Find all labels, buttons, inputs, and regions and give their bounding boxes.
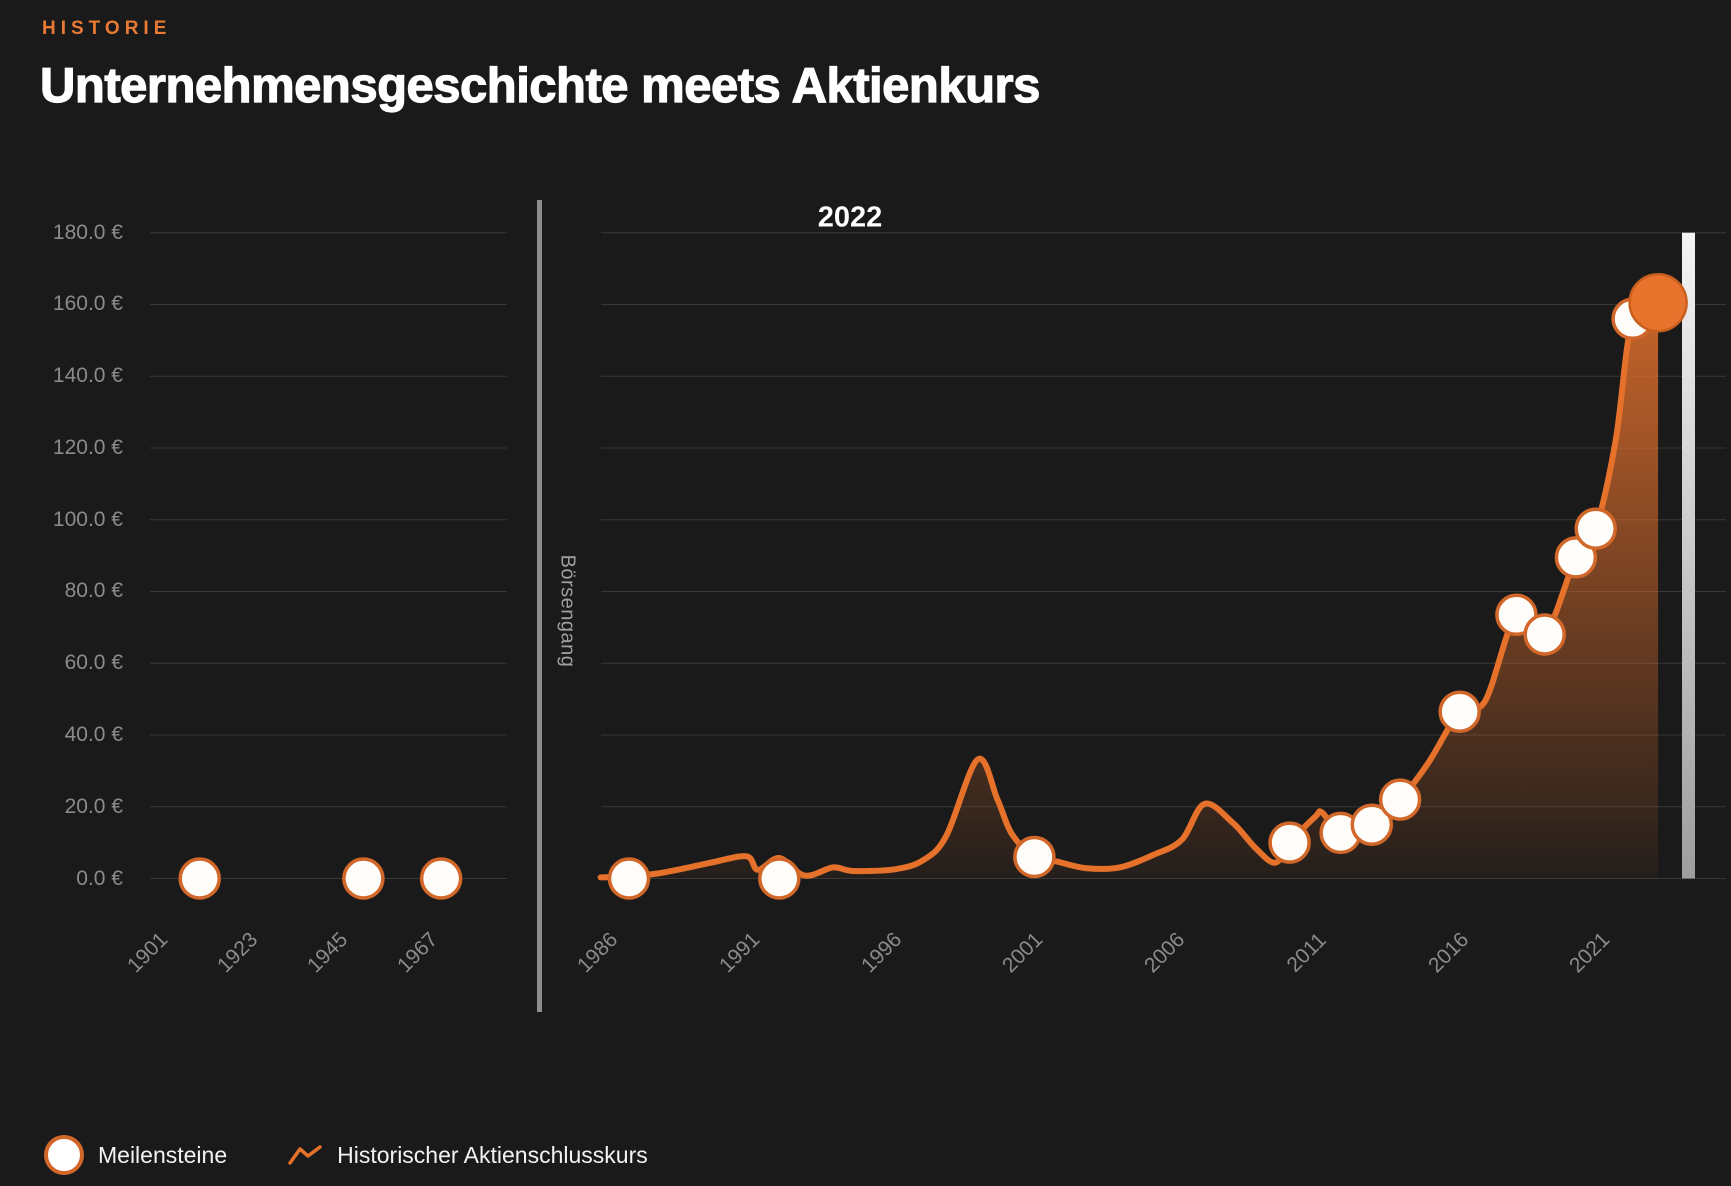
milestone-2009[interactable] — [1268, 821, 1311, 864]
milestone-dot-icon — [44, 1135, 84, 1175]
page-title: Unternehmensgeschichte meets Aktienkurs — [39, 58, 1041, 113]
legend-item-aktienschlusskurs: Historischer Aktienschlusskurs — [287, 1142, 648, 1169]
price-area-fill — [600, 302, 1659, 879]
ipo-divider-label: Börsengang — [556, 554, 579, 668]
milestone-2019[interactable] — [1554, 536, 1598, 579]
legend: Meilensteine Historischer Aktienschlussk… — [44, 1132, 648, 1178]
milestone-2018[interactable] — [1523, 613, 1566, 656]
milestone-1968[interactable] — [419, 857, 463, 900]
legend-item-meilensteine: Meilensteine — [44, 1135, 227, 1175]
milestone-2020[interactable] — [1574, 507, 1617, 550]
milestone-2013[interactable] — [1378, 778, 1422, 821]
milestone-2012[interactable] — [1350, 803, 1394, 846]
milestone-1909[interactable] — [178, 857, 221, 900]
ipo-divider-line — [537, 200, 542, 1012]
timeline-end-bar — [1682, 232, 1695, 879]
line-chart-icon — [288, 1145, 322, 1165]
milestone-1986[interactable] — [607, 857, 651, 900]
current-year-indicator: 2022 — [817, 201, 883, 234]
milestone-2015[interactable] — [1438, 690, 1481, 733]
legend-label: Historischer Aktienschlusskurs — [337, 1141, 648, 1168]
milestone-1949[interactable] — [342, 857, 385, 900]
milestone-2000[interactable] — [1013, 835, 1056, 879]
legend-label: Meilensteine — [98, 1141, 228, 1168]
eyebrow-label: HISTORIE — [42, 18, 172, 39]
milestone-2022[interactable] — [1628, 272, 1688, 333]
milestone-1991[interactable] — [758, 857, 801, 900]
